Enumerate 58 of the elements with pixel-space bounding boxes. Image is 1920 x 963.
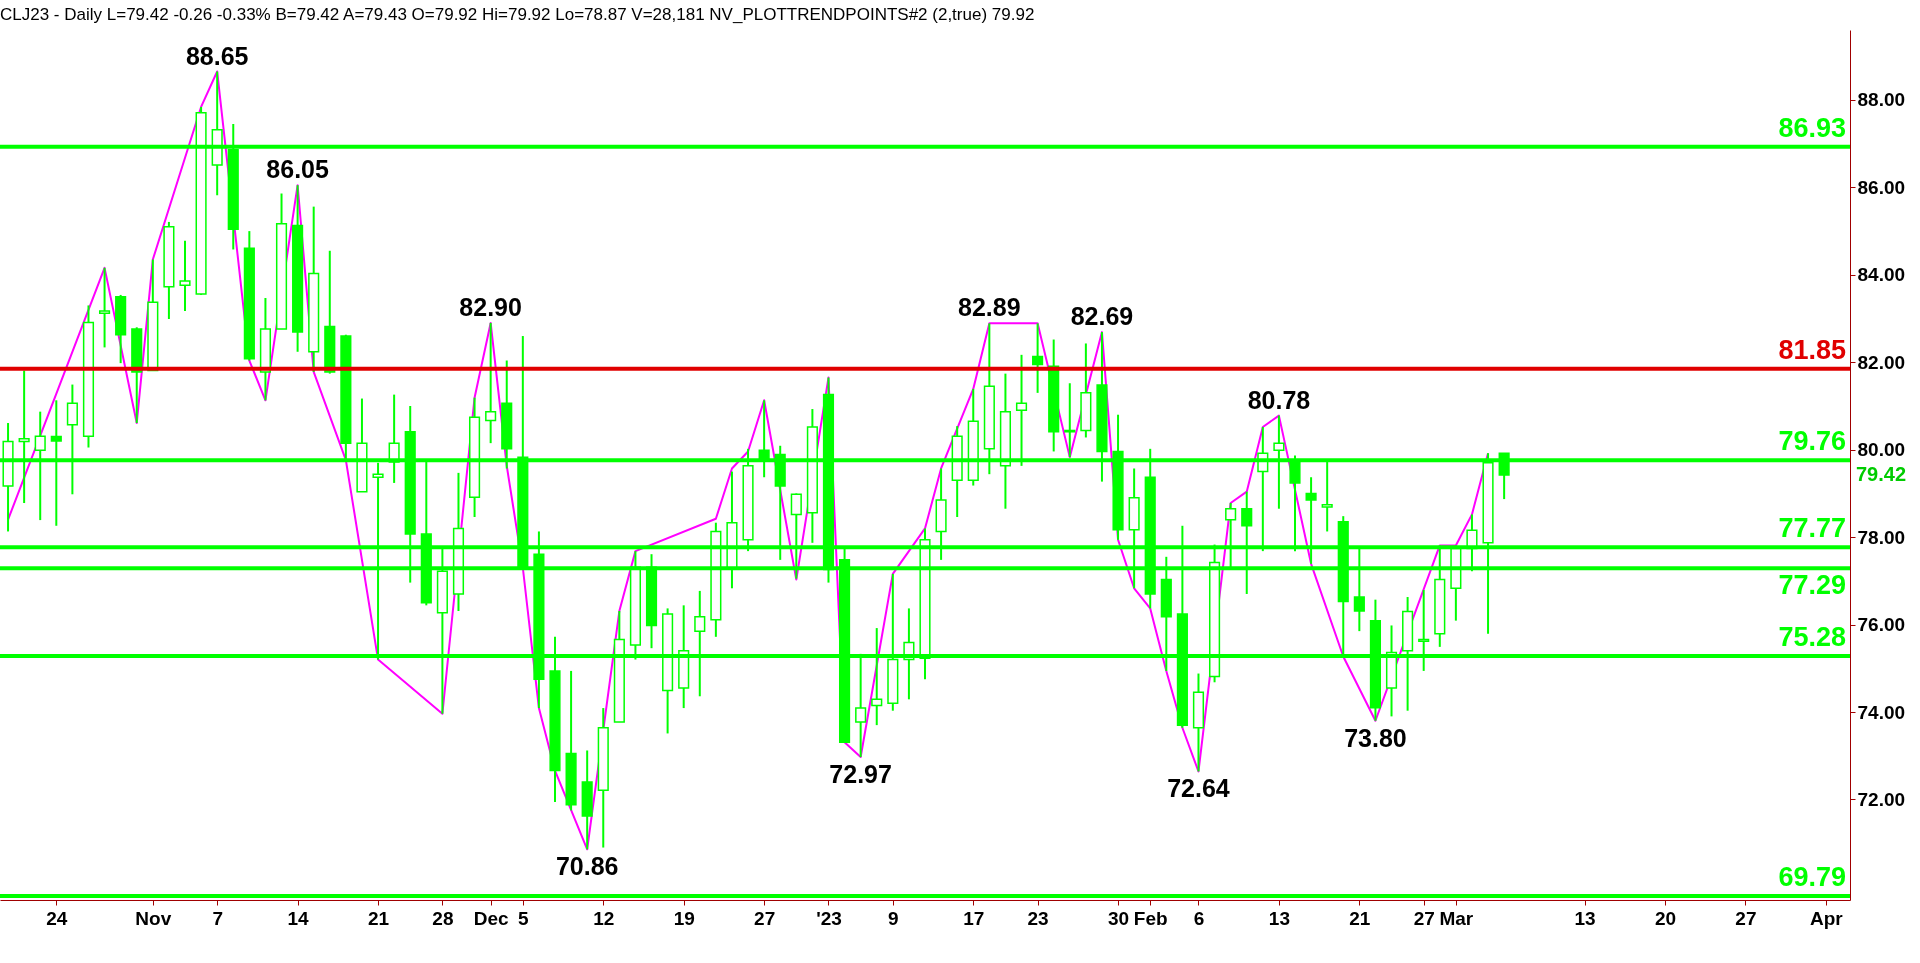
x-tick-label: Apr	[1810, 907, 1844, 929]
candlestick	[98, 266, 111, 349]
y-tick-label: 84.00	[1857, 264, 1906, 286]
annotation: 72.97	[829, 760, 892, 789]
annotation: 80.78	[1247, 385, 1311, 414]
x-tick-label: 27	[754, 907, 776, 929]
x-tick-label: 27	[1413, 907, 1435, 929]
x-tick-label: '23	[816, 907, 842, 929]
x-tick-label: 19	[673, 907, 695, 929]
x-tick-label: 12	[593, 907, 615, 929]
ref-line-label: 69.79	[1778, 862, 1846, 893]
y-tick-label: 82.00	[1857, 351, 1906, 373]
x-tick-label: 20	[1654, 907, 1677, 929]
annotation: 82.90	[459, 292, 522, 321]
x-tick-label: 9	[888, 907, 899, 929]
ref-line-label: 75.28	[1778, 622, 1846, 653]
x-tick-label: 28	[432, 907, 454, 929]
x-tick-label: 21	[367, 907, 390, 929]
ref-line-label: 77.29	[1778, 570, 1846, 601]
y-tick-label: 78.00	[1857, 526, 1906, 548]
ref-line-label: 79.76	[1778, 426, 1846, 457]
x-tick-label: 7	[212, 907, 223, 929]
annotation: 82.69	[1070, 302, 1134, 331]
ref-line-label: 77.77	[1778, 513, 1846, 544]
annotation: 88.65	[185, 41, 249, 70]
candlestick	[485, 321, 497, 445]
annotation: 70.86	[555, 852, 619, 881]
x-tick-label: 30	[1107, 907, 1130, 929]
annotation: 72.64	[1167, 774, 1230, 803]
x-tick-label: 27	[1735, 907, 1757, 929]
x-tick-label: 23	[1027, 907, 1049, 929]
x-tick-label: 17	[963, 907, 985, 929]
x-tick-label: 5	[518, 907, 530, 929]
x-tick-label: Mar	[1439, 907, 1474, 929]
y-tick-label: 76.00	[1857, 614, 1906, 636]
annotation: 82.89	[958, 293, 1021, 322]
y-tick-label: 80.00	[1857, 439, 1906, 461]
x-tick-label: 6	[1193, 907, 1205, 929]
candlestick	[1032, 322, 1044, 394]
x-tick-label: Nov	[135, 907, 172, 929]
text: 79.42	[1856, 463, 1907, 486]
candlestick	[179, 239, 191, 313]
y-tick-label: 88.00	[1857, 89, 1906, 111]
x-tick-label: 14	[287, 907, 310, 929]
y-tick-label: 74.00	[1857, 701, 1906, 723]
x-tick-label: 13	[1268, 907, 1290, 929]
ref-line-label: 86.93	[1778, 112, 1846, 143]
x-tick-label: 13	[1574, 907, 1596, 929]
x-tick-label: Dec	[473, 907, 510, 929]
y-tick-label: 86.00	[1857, 176, 1906, 198]
annotation: 86.05	[266, 155, 329, 184]
x-tick-label: 24	[46, 907, 68, 929]
ref-line-label: 81.85	[1778, 334, 1846, 365]
chart-title: CLJ23 - Daily L=79.42 -0.26 -0.33% B=79.42 A=79.43 O=79.92 Hi=79.92 Lo=78.87 V=28,181 NV_PLOTTRENDPOINTS#2 (2,true) 79.92	[0, 5, 1035, 24]
annotation: 73.80	[1344, 723, 1407, 752]
y-tick-label: 72.00	[1857, 788, 1906, 810]
x-tick-label: Feb	[1133, 907, 1168, 929]
x-tick-label: 21	[1349, 907, 1371, 929]
